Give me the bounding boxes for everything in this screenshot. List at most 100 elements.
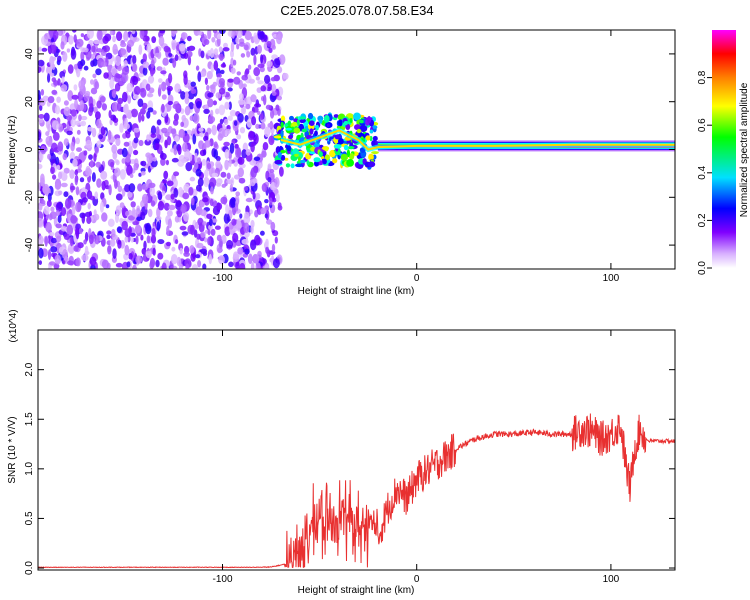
heatmap-blob	[152, 110, 157, 115]
heatmap-blob	[106, 230, 112, 235]
heatmap-blob	[244, 30, 252, 41]
heatmap-blob	[43, 205, 50, 215]
heatmap-blob	[46, 65, 53, 76]
heatmap-blob	[157, 252, 164, 260]
heatmap-blob	[131, 108, 138, 118]
heatmap-blob	[110, 114, 117, 121]
heatmap-blob	[215, 92, 222, 99]
heatmap-blob	[161, 127, 168, 134]
heatmap-blob	[94, 191, 99, 200]
heatmap-blob	[128, 145, 133, 155]
heatmap-blob	[226, 179, 234, 185]
heatmap-blob	[210, 109, 214, 118]
heatmap-blob	[183, 251, 190, 257]
heatmap-blob	[163, 170, 169, 180]
heatmap-blob	[249, 209, 253, 215]
heatmap-blob	[38, 163, 43, 170]
heatmap-blob	[76, 38, 84, 47]
heatmap-blob	[38, 46, 42, 52]
heatmap-blob	[218, 78, 225, 86]
heatmap-blob	[210, 228, 216, 236]
heatmap-blob	[223, 141, 230, 147]
heatmap-blob	[183, 52, 189, 60]
heatmap-blob	[243, 186, 249, 191]
heatmap-blob	[260, 85, 267, 92]
heatmap-blob	[258, 162, 263, 169]
heatmap-blob	[107, 218, 115, 227]
heatmap-blob	[144, 139, 152, 146]
heatmap-blob	[101, 259, 109, 269]
heatmap-blob	[91, 172, 96, 183]
heatmap-blob	[126, 164, 133, 176]
heatmap-blob	[267, 122, 274, 128]
heatmap-blob	[277, 202, 282, 209]
heatmap-blob	[260, 54, 264, 64]
heatmap-blob	[124, 103, 129, 115]
heatmap-blob	[166, 136, 172, 146]
heatmap-blob	[83, 65, 89, 71]
heatmap-blob	[198, 127, 204, 132]
snr-x-tick-label: 0	[414, 574, 420, 585]
heatmap-blob	[67, 64, 74, 74]
heatmap-blob	[139, 88, 145, 93]
heatmap-blob	[324, 146, 329, 152]
heatmap-blob	[132, 76, 139, 86]
heatmap-blob	[239, 213, 243, 219]
heatmap-blob	[172, 103, 180, 110]
heatmap-blob	[170, 254, 178, 265]
heatmap-blob	[241, 238, 249, 245]
heatmap-blob	[307, 112, 314, 120]
heatmap-blob	[132, 54, 137, 65]
heatmap-blob	[44, 236, 48, 247]
colorbar-tick-label: 0.2	[697, 213, 708, 227]
heatmap-blob	[171, 42, 176, 51]
heatmap-blob	[133, 149, 139, 156]
heatmap-blob	[209, 177, 217, 188]
heatmap-blob	[251, 116, 257, 126]
heatmap-blob	[285, 127, 292, 131]
heatmap-blob	[57, 141, 64, 152]
heatmap-blob	[38, 201, 43, 211]
heatmap-blob	[260, 122, 266, 130]
heatmap-blob	[356, 128, 362, 134]
heatmap-blob	[99, 201, 104, 213]
heatmap-blob	[306, 160, 310, 165]
heatmap-blob	[253, 54, 257, 66]
heatmap-blob	[226, 172, 231, 180]
heatmap-blob	[201, 158, 207, 166]
heatmap-blob	[215, 160, 222, 169]
heatmap-blob	[259, 113, 264, 121]
heatmap-blob	[93, 213, 100, 221]
heatmap-blob	[142, 61, 150, 69]
heatmap-blob	[220, 196, 228, 205]
heatmap-blob	[42, 183, 50, 195]
heatmap-blob	[266, 60, 273, 68]
heatmap-blob	[237, 113, 244, 123]
heatmap-blob	[108, 184, 112, 196]
heatmap-blob	[190, 224, 195, 236]
heatmap-blob	[112, 43, 118, 55]
heatmap-blob	[89, 195, 95, 201]
heatmap-blob	[223, 118, 229, 126]
heatmap-blob	[223, 42, 228, 49]
heatmap-blob	[60, 84, 68, 92]
heatmap-blob	[279, 166, 284, 177]
heatmap-blob	[160, 70, 167, 75]
heatmap-blob	[218, 255, 225, 265]
heatmap-blob	[204, 169, 209, 178]
heatmap-blob	[51, 56, 57, 61]
heatmap-blob	[73, 63, 78, 70]
heatmap-blob	[243, 44, 249, 51]
heatmap-blob	[157, 86, 162, 97]
heatmap-blob	[149, 261, 155, 269]
heatmap-blob	[47, 192, 52, 202]
heatmap-blob	[136, 216, 143, 222]
heatmap-blob	[31, 161, 37, 171]
heatmap-blob	[159, 30, 166, 34]
snr-y-tick-label: 2.0	[24, 362, 35, 376]
heatmap-blob	[211, 218, 218, 223]
heatmap-blob	[50, 142, 58, 152]
heatmap-blob	[116, 226, 122, 234]
heatmap-blob	[244, 96, 248, 106]
heatmap-blob	[211, 172, 219, 177]
